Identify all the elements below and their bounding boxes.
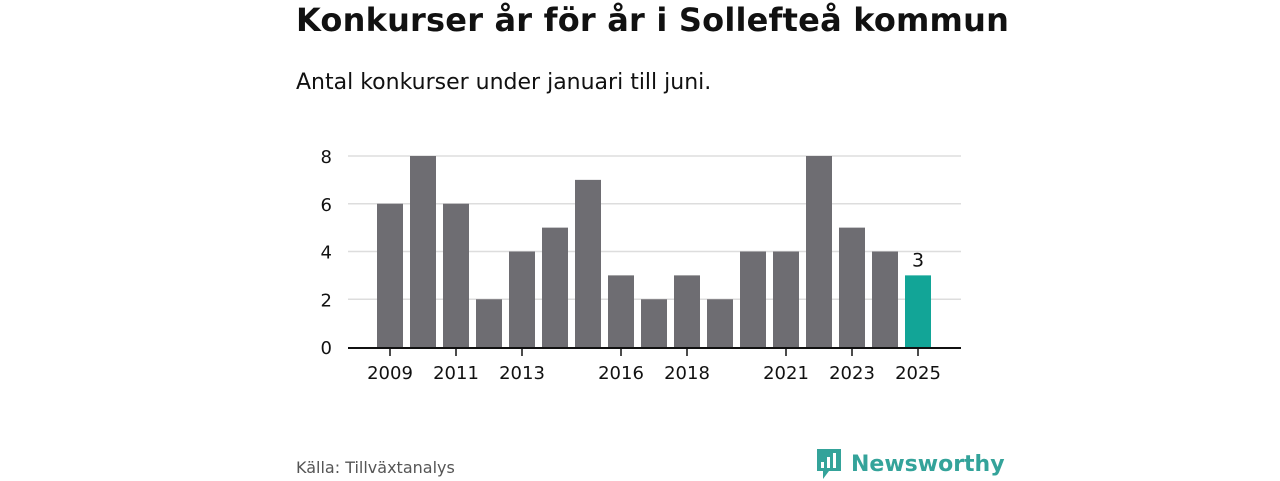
x-tick-label: 2016	[598, 363, 644, 384]
y-tick-label: 8	[321, 147, 332, 168]
y-tick-label: 2	[321, 290, 332, 311]
x-tick-label: 2011	[433, 363, 479, 384]
brand-name: Newsworthy	[851, 451, 1005, 477]
bar-2009	[377, 203, 403, 347]
x-tick-label: 2021	[763, 363, 809, 384]
bar-2015	[575, 179, 601, 347]
brand-logo[interactable]: Newsworthy	[815, 447, 1005, 481]
bar-2016	[608, 275, 634, 347]
bar-2023	[839, 227, 865, 347]
bar-2010	[410, 156, 436, 347]
bars	[377, 156, 931, 347]
x-tick-label: 2025	[895, 363, 941, 384]
axes	[348, 347, 961, 356]
chart-subtitle: Antal konkurser under januari till juni.	[296, 70, 712, 95]
bar-2017	[641, 299, 667, 347]
bar-2021	[773, 251, 799, 347]
bar-2014	[542, 227, 568, 347]
y-tick-label: 0	[321, 338, 332, 359]
bar-2019	[707, 299, 733, 347]
bar-2022	[806, 156, 832, 347]
bar-2024	[872, 251, 898, 347]
x-tick-label: 2023	[829, 363, 875, 384]
x-tick-label: 2009	[367, 363, 413, 384]
x-tick-label: 2013	[499, 363, 545, 384]
bar-2018	[674, 275, 700, 347]
y-tick-label: 6	[321, 195, 332, 216]
x-tick-label: 2018	[664, 363, 710, 384]
newsworthy-logo-icon	[817, 449, 841, 479]
gridlines	[348, 155, 961, 300]
y-tick-label: 4	[321, 243, 332, 264]
chart-title: Konkurser år för år i Sollefteå kommun	[296, 1, 1010, 39]
bar-2013	[509, 251, 535, 347]
bar-2012	[476, 299, 502, 347]
bar-2020	[740, 251, 766, 347]
source-note: Källa: Tillväxtanalys	[296, 458, 455, 477]
bar-2011	[443, 203, 469, 347]
bar-2025	[905, 275, 931, 347]
labels: 0 2 4 6 8 3 2009 2011 2013 2016 2018 2021 2023 2025	[321, 147, 941, 384]
data-label-2025: 3	[912, 249, 924, 271]
